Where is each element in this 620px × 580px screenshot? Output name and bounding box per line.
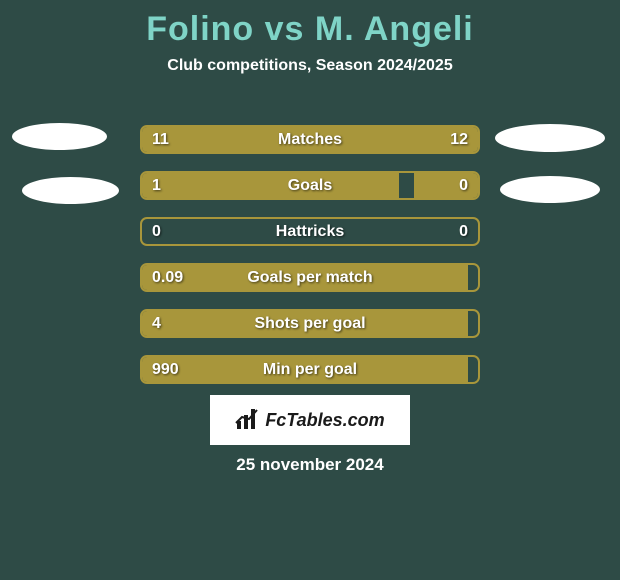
stat-value-right: 12 [450, 131, 468, 149]
stat-value-left: 0 [152, 223, 161, 241]
stat-row-goals-per-match: 0.09 Goals per match [140, 263, 480, 292]
bar-fill-right [414, 173, 478, 198]
player-placeholder-left-0 [12, 123, 107, 150]
stat-row-min-per-goal: 990 Min per goal [140, 355, 480, 384]
player-placeholder-right-1 [500, 176, 600, 203]
stat-value-left: 4 [152, 315, 161, 333]
stat-value-left: 0.09 [152, 269, 183, 287]
stat-row-matches: 11 Matches 12 [140, 125, 480, 154]
watermark-text: FcTables.com [265, 410, 384, 431]
page-title: Folino vs M. Angeli [0, 0, 620, 49]
page-subtitle: Club competitions, Season 2024/2025 [0, 57, 620, 75]
watermark: FcTables.com [210, 395, 410, 445]
stat-value-left: 990 [152, 361, 179, 379]
stat-label: Goals per match [247, 269, 372, 287]
stat-row-hattricks: 0 Hattricks 0 [140, 217, 480, 246]
bar-fill-left [142, 173, 399, 198]
stat-row-goals: 1 Goals 0 [140, 171, 480, 200]
stat-value-left: 11 [152, 131, 169, 149]
date-label: 25 november 2024 [236, 455, 383, 475]
stat-label: Shots per goal [254, 315, 365, 333]
player-placeholder-right-0 [495, 124, 605, 152]
stat-value-right: 0 [459, 223, 468, 241]
stat-label: Hattricks [276, 223, 344, 241]
bar-chart-icon [235, 409, 259, 431]
stat-label: Min per goal [263, 361, 357, 379]
stat-value-right: 0 [459, 177, 468, 195]
comparison-bars: 11 Matches 12 1 Goals 0 0 Hattricks 0 0.09 Goals p… [140, 125, 480, 401]
stat-label: Goals [288, 177, 332, 195]
stat-row-shots-per-goal: 4 Shots per goal [140, 309, 480, 338]
stat-value-left: 1 [152, 177, 161, 195]
player-placeholder-left-1 [22, 177, 119, 204]
stat-label: Matches [278, 131, 342, 149]
